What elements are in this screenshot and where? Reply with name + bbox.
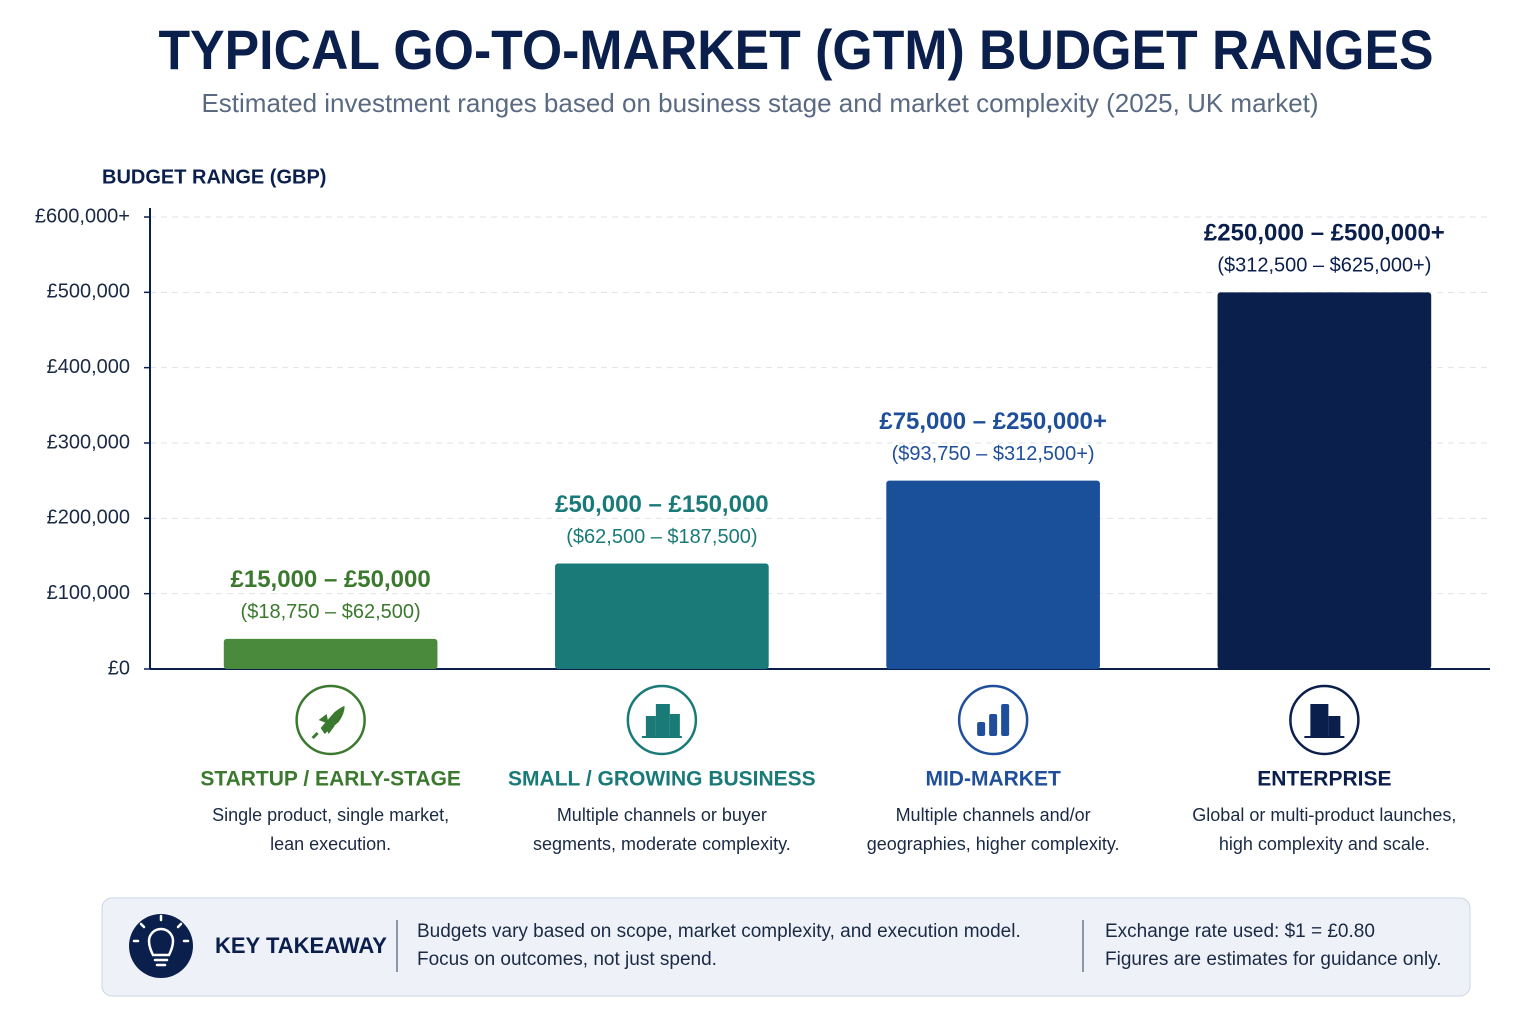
y-axis-label: BUDGET RANGE (GBP) [102,166,326,188]
building [645,716,656,736]
bar-icon [989,714,998,736]
category-label: STARTUP / EARLY-STAGE [200,768,461,791]
usd-label: ($312,500 – $625,000+) [1217,255,1431,277]
bar-icon [977,722,986,736]
chart-subtitle: Estimated investment ranges based on bus… [201,88,1318,118]
category-description: Multiple channels and/or [896,805,1091,825]
bar [1217,292,1432,669]
category-label: ENTERPRISE [1257,768,1391,791]
category-description: high complexity and scale. [1219,834,1430,854]
takeaway-note: Exchange rate used: $1 = £0.80 [1105,921,1375,942]
bulb-icon-bg [129,914,193,978]
category-description: Multiple channels or buyer [557,805,767,825]
category-description: segments, moderate complexity. [533,834,791,854]
takeaway-panel [101,897,1471,997]
bar [886,480,1100,669]
y-tick-label: £300,000 [47,431,130,453]
category-label: MID-MARKET [925,768,1060,791]
category-icon [295,684,366,756]
bulb-icon [132,914,190,967]
takeaway-line: Focus on outcomes, not just spend. [417,949,717,970]
building [655,704,670,736]
bar [555,563,769,669]
range-label: £250,000 – £500,000+ [1204,220,1445,247]
range-label: £15,000 – £50,000 [231,566,431,593]
chart-title: TYPICAL GO-TO-MARKET (GTM) BUDGET RANGES [159,18,1434,81]
category-icon [1289,684,1360,756]
category-description: Single product, single market, [212,805,449,825]
usd-label: ($93,750 – $312,500+) [892,443,1095,465]
y-tick-label: £200,000 [47,507,130,529]
category-description: lean execution. [270,834,391,854]
usd-label: ($18,750 – $62,500) [241,601,421,623]
takeaway-heading: KEY TAKEAWAY [215,933,387,958]
category-label: SMALL / GROWING BUSINESS [508,768,816,791]
usd-label: ($62,500 – $187,500) [566,526,757,548]
y-tick-label: £100,000 [47,582,130,604]
takeaway-line: Budgets vary based on scope, market comp… [417,921,1021,942]
takeaway-box: KEY TAKEAWAY Budgets vary based on scope… [101,897,1471,997]
y-tick-label: £400,000 [47,356,130,378]
y-tick-label: £0 [108,657,130,679]
building [1310,704,1329,736]
building [669,714,680,736]
range-label: £50,000 – £150,000 [555,491,769,518]
rocket-fin [318,714,335,734]
category-icon [957,684,1029,756]
category-description: Global or multi-product launches, [1192,805,1456,825]
takeaway-note: Figures are estimates for guidance only. [1105,949,1442,970]
category-description: geographies, higher complexity. [867,834,1120,854]
category-icon [626,684,698,756]
bar [223,638,438,669]
y-tick-label: £600,000+ [35,205,130,227]
y-tick-label: £500,000 [47,281,130,303]
bar-icon [1001,704,1010,736]
range-label: £75,000 – £250,000+ [879,408,1107,435]
rocket-trail [311,731,319,740]
building [1328,716,1341,736]
